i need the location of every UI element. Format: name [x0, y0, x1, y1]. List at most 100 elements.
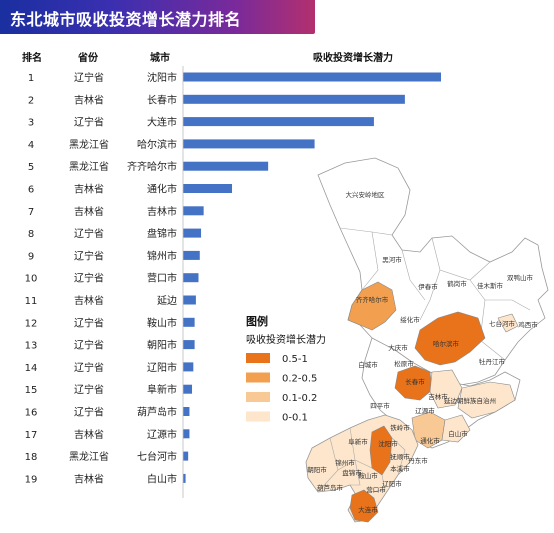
heilongjiang-borders — [339, 227, 531, 361]
legend-swatch — [246, 372, 270, 383]
map-city-label: 延边朝鲜族自治州 — [444, 396, 496, 405]
rank-label: 17 — [25, 430, 38, 441]
shenyang-region — [369, 425, 393, 476]
map-city-label: 白山市 — [448, 429, 468, 438]
rank-label: 2 — [28, 95, 34, 106]
header-value: 吸收投资增长潜力 — [313, 53, 393, 64]
rank-label: 5 — [28, 162, 34, 173]
map-city-label: 通化市 — [420, 436, 440, 445]
title-banner: 东北城市吸收投资增长潜力排名 — [0, 0, 315, 34]
map-city-label: 大连市 — [358, 505, 378, 514]
bar — [183, 473, 186, 483]
rank-label: 4 — [28, 140, 34, 151]
rank-label: 6 — [28, 185, 34, 196]
province-label: 辽宁省 — [74, 383, 104, 396]
province-label: 辽宁省 — [74, 406, 104, 419]
yanbian-region — [457, 381, 516, 419]
map-city-label: 长春市 — [405, 377, 425, 386]
map-city-label: 七台河市 — [489, 319, 516, 328]
city-label: 吉林市 — [147, 205, 177, 218]
legend-label: 0-0.1 — [282, 413, 308, 424]
rank-label: 12 — [25, 318, 38, 329]
rank-label: 18 — [25, 452, 38, 463]
province-label: 吉林省 — [74, 183, 104, 196]
city-label: 白山市 — [147, 472, 177, 485]
bar — [183, 273, 199, 283]
province-label: 黑龙江省 — [69, 160, 109, 173]
bar — [183, 250, 200, 260]
bar — [183, 295, 196, 305]
legend-subtitle: 吸收投资增长潜力 — [246, 333, 326, 346]
map-city-label: 葫芦岛市 — [317, 483, 344, 492]
legend-swatch — [246, 411, 270, 422]
rank-label: 1 — [28, 73, 34, 84]
map-city-label: 鞍山市 — [358, 471, 378, 480]
bar — [183, 407, 190, 416]
map-city-label: 白城市 — [358, 360, 378, 369]
map-city-label: 辽源市 — [415, 406, 435, 415]
bar — [183, 94, 405, 104]
bar — [183, 117, 374, 127]
province-label: 辽宁省 — [74, 227, 104, 240]
map-city-label: 锦州市 — [335, 458, 355, 467]
province-label: 黑龙江省 — [69, 450, 109, 463]
city-label: 盘锦市 — [147, 227, 177, 240]
map-city-label: 抚顺市 — [390, 452, 410, 461]
bar — [183, 384, 193, 394]
map-city-label: 齐齐哈尔市 — [356, 295, 389, 304]
map-city-label: 大庆市 — [388, 343, 408, 352]
header-city: 城市 — [150, 53, 170, 64]
province-label: 吉林省 — [74, 93, 104, 106]
province-label: 吉林省 — [74, 294, 104, 307]
legend-swatch — [246, 353, 270, 363]
province-label: 辽宁省 — [74, 116, 104, 129]
bar — [183, 72, 441, 82]
legend-swatch — [246, 392, 270, 402]
map-city-label: 吉林市 — [428, 392, 448, 401]
map-city-label: 丹东市 — [408, 456, 428, 465]
map-city-label: 哈尔滨市 — [433, 339, 460, 348]
province-label: 辽宁省 — [74, 272, 104, 285]
rank-label: 3 — [28, 118, 34, 129]
city-label: 阜新市 — [147, 383, 177, 396]
city-label: 朝阳市 — [147, 339, 177, 352]
map-city-label: 大兴安岭地区 — [346, 190, 386, 199]
harbin-region — [414, 311, 486, 366]
jilin-city-region — [429, 369, 463, 409]
bar — [183, 451, 189, 461]
province-label: 辽宁省 — [74, 361, 104, 374]
map-city-label: 黑河市 — [382, 255, 402, 264]
legend-label: 0.2-0.5 — [282, 374, 317, 385]
map-city-label: 鹤岗市 — [447, 279, 467, 288]
city-label: 锦州市 — [147, 249, 177, 262]
map-city-label: 盘锦市 — [342, 468, 362, 477]
map-city-label: 鸡西市 — [518, 320, 538, 329]
map-city-label: 伊春市 — [418, 282, 438, 291]
map-city-label: 铁岭市 — [390, 423, 410, 432]
rank-label: 13 — [25, 341, 38, 352]
province-label: 辽宁省 — [74, 71, 104, 84]
rank-label: 11 — [25, 296, 38, 307]
map-city-label: 松原市 — [394, 359, 414, 368]
dalian-region — [349, 489, 379, 523]
map-city-label: 佳木斯市 — [477, 281, 504, 290]
city-label: 葫芦岛市 — [137, 406, 177, 419]
bar — [183, 228, 202, 238]
rank-label: 10 — [25, 274, 38, 285]
header-rank: 排名 — [22, 53, 42, 64]
legend-label: 0.5-1 — [282, 354, 308, 365]
map-city-label: 朝阳市 — [307, 465, 327, 474]
rank-label: 14 — [25, 363, 38, 374]
map-city-label: 沈阳市 — [378, 439, 398, 448]
city-label: 齐齐哈尔市 — [127, 160, 177, 173]
city-label: 辽阳市 — [147, 361, 177, 374]
rank-label: 7 — [28, 207, 34, 218]
header-province: 省份 — [78, 53, 98, 64]
province-label: 辽宁省 — [74, 316, 104, 329]
bar — [183, 429, 190, 439]
legend-title: 图例 — [246, 314, 268, 328]
